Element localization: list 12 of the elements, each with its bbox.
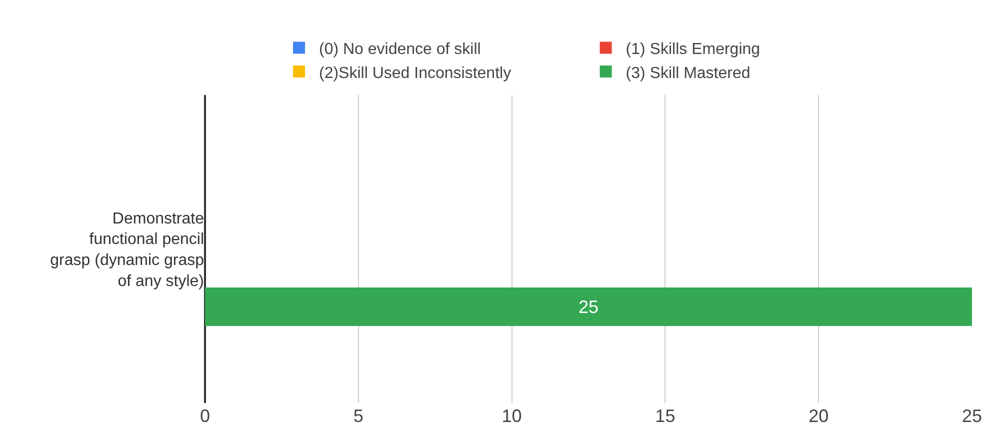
x-tick-label: 5 (353, 406, 364, 426)
x-tick-label: 15 (655, 406, 676, 426)
x-tick-label: 10 (502, 406, 522, 426)
data-label: 25 (578, 296, 599, 317)
x-tick-label: 20 (808, 406, 829, 426)
x-tick-label: 0 (200, 406, 210, 426)
legend-label: (1) Skills Emerging (626, 40, 760, 58)
x-tick-label: 25 (962, 406, 982, 426)
legend-label: (2)Skill Used Inconsistently (319, 64, 512, 82)
legend-label: (0) No evidence of skill (319, 40, 481, 58)
y-tick-label: Demonstrate functional pencil grasp (dynamic grasp of any style) (50, 210, 204, 290)
legend-label: (3) Skill Mastered (626, 64, 750, 82)
